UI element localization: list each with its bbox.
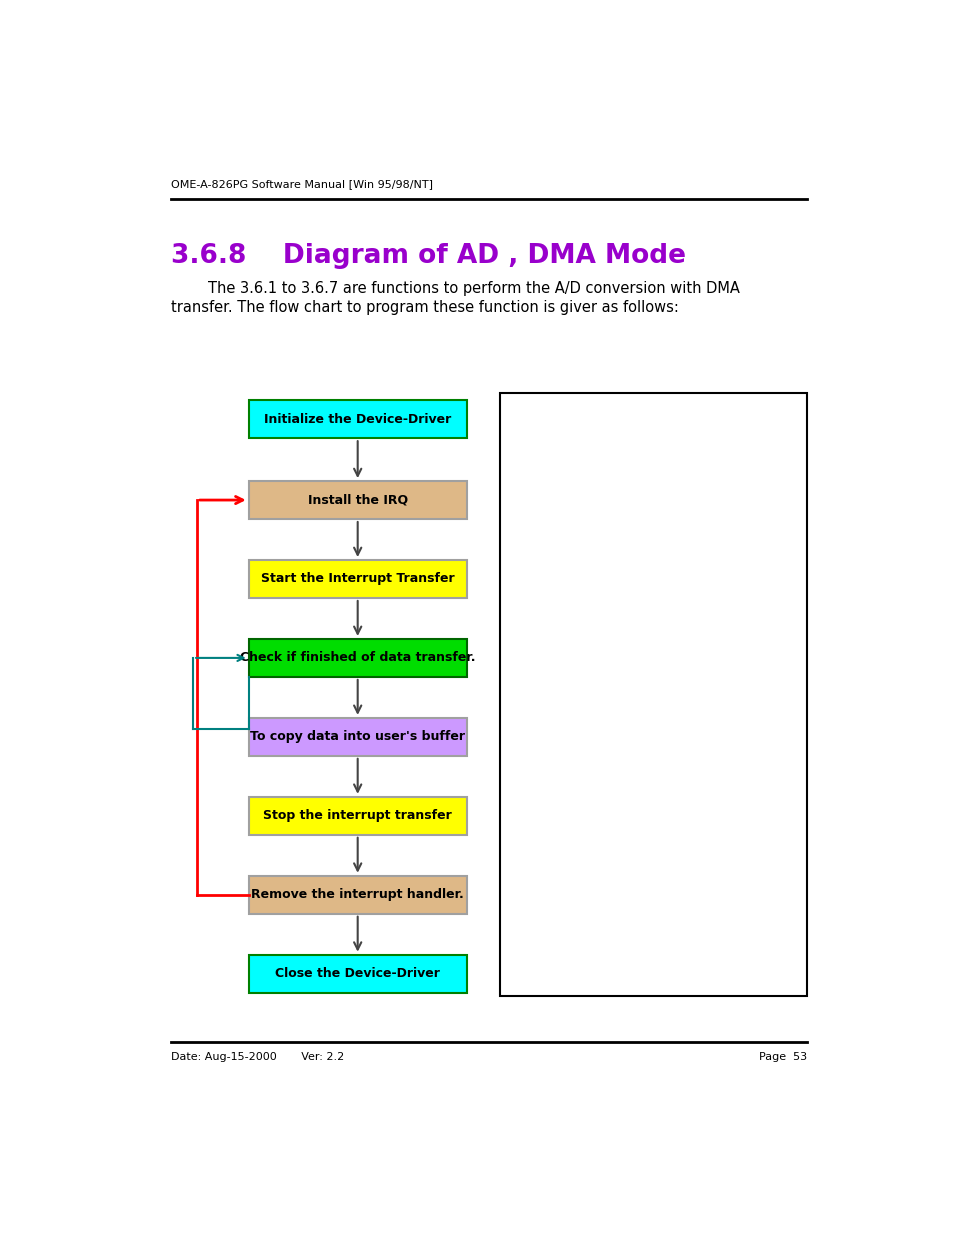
FancyBboxPatch shape [249, 559, 466, 598]
Text: OME-A-826PG Software Manual [Win 95/98/NT]: OME-A-826PG Software Manual [Win 95/98/N… [171, 179, 433, 189]
FancyBboxPatch shape [249, 955, 466, 993]
Text: The 3.6.1 to 3.6.7 are functions to perform the A/D conversion with DMA: The 3.6.1 to 3.6.7 are functions to perf… [171, 282, 740, 296]
Text: Check if finished of data transfer.: Check if finished of data transfer. [240, 651, 475, 664]
Text: To copy data into user's buffer: To copy data into user's buffer [250, 730, 465, 743]
FancyBboxPatch shape [249, 638, 466, 677]
FancyBboxPatch shape [249, 718, 466, 756]
Text: transfer. The flow chart to program these function is giver as follows:: transfer. The flow chart to program thes… [171, 300, 679, 315]
FancyBboxPatch shape [249, 876, 466, 914]
FancyBboxPatch shape [249, 797, 466, 835]
Bar [499, 393, 806, 997]
Text: Start the Interrupt Transfer: Start the Interrupt Transfer [260, 573, 454, 585]
Text: Close the Device-Driver: Close the Device-Driver [275, 967, 439, 981]
FancyBboxPatch shape [249, 482, 466, 519]
Text: Initialize the Device-Driver: Initialize the Device-Driver [264, 412, 451, 426]
Text: Date: Aug-15-2000       Ver: 2.2: Date: Aug-15-2000 Ver: 2.2 [171, 1052, 344, 1062]
Text: Stop the interrupt transfer: Stop the interrupt transfer [263, 809, 452, 823]
Text: 3.6.8    Diagram of AD , DMA Mode: 3.6.8 Diagram of AD , DMA Mode [171, 243, 685, 269]
Text: Remove the interrupt handler.: Remove the interrupt handler. [251, 888, 463, 902]
FancyBboxPatch shape [249, 400, 466, 438]
Text: Install the IRQ: Install the IRQ [307, 494, 407, 506]
Text: Page  53: Page 53 [758, 1052, 806, 1062]
